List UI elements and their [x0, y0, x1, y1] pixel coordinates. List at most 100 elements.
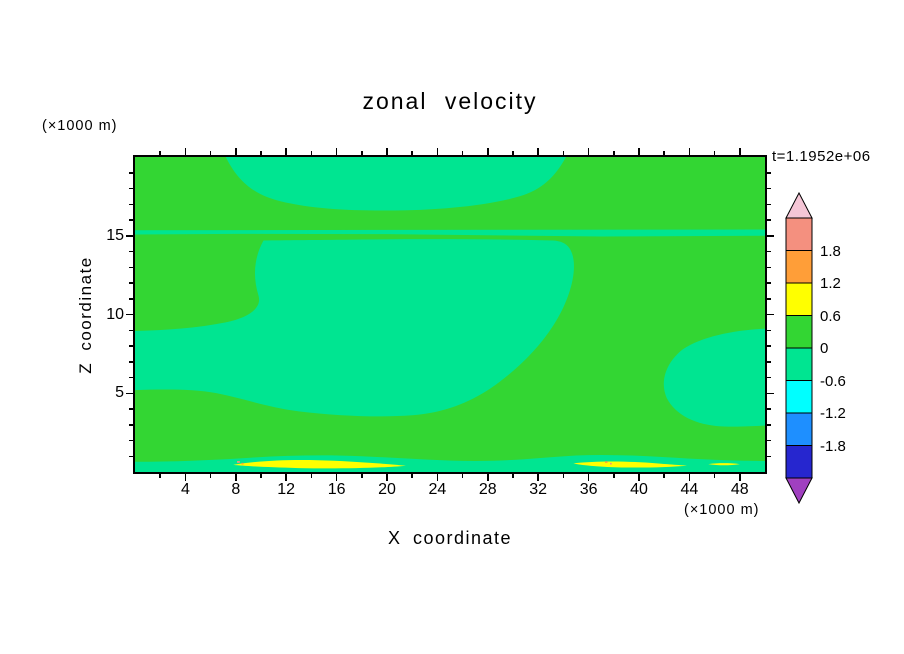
axis-tick: [767, 408, 771, 410]
axis-tick: [129, 439, 133, 442]
axis-tick: [688, 474, 691, 481]
y-axis-label-wrap: Z coordinate: [66, 157, 106, 472]
x-tick-label: 28: [478, 481, 497, 498]
axis-tick: [386, 148, 388, 155]
axis-tick: [184, 474, 187, 481]
axis-tick: [767, 172, 771, 174]
axis-tick: [129, 298, 133, 300]
colorbar-label: -1.2: [820, 405, 846, 422]
colorbar-label: 1.2: [820, 275, 841, 292]
x-tick-label: 24: [428, 481, 447, 498]
x-tick-label: 32: [529, 481, 548, 498]
axis-tick: [129, 361, 133, 363]
axis-tick: [386, 474, 388, 481]
axis-tick: [537, 474, 539, 481]
axis-tick: [129, 282, 133, 284]
x-axis-label: X coordinate: [387, 528, 513, 548]
axis-tick: [512, 474, 514, 478]
axis-tick: [129, 408, 133, 410]
axis-tick: [713, 474, 716, 478]
axis-tick: [260, 151, 262, 155]
axis-tick: [767, 424, 771, 426]
axis-tick: [739, 148, 741, 155]
axis-tick: [767, 298, 771, 300]
chart-title: zonal velocity: [362, 88, 538, 114]
axis-tick: [129, 345, 133, 347]
axis-tick: [129, 329, 133, 331]
x-tick-label: 12: [277, 481, 296, 498]
y-axis-label: Z coordinate: [76, 255, 95, 374]
axis-tick: [461, 151, 464, 155]
axis-tick: [587, 148, 590, 155]
contour-speck: [604, 461, 608, 463]
colorbar-band: [785, 282, 813, 316]
contour-speck: [610, 462, 612, 465]
axis-tick: [613, 151, 615, 155]
contour-region-thin-layer: [135, 229, 765, 237]
x-tick-label: 4: [180, 481, 190, 498]
axis-tick: [562, 474, 565, 478]
contour-region-yellow-streak-left: [233, 459, 406, 469]
axis-tick: [126, 313, 133, 316]
axis-tick: [129, 376, 133, 379]
axis-tick: [767, 455, 771, 457]
axis-tick: [562, 151, 565, 155]
axis-tick: [411, 151, 413, 155]
axis-tick: [209, 474, 212, 478]
axis-tick: [512, 151, 514, 155]
colorbar-band: [785, 380, 813, 414]
colorbar-band: [785, 217, 813, 251]
colorbar-label: 1.8: [820, 242, 841, 260]
x-tick-label: 40: [630, 481, 648, 498]
axis-tick: [436, 474, 439, 481]
colorbar-bottom-arrow: [785, 477, 813, 505]
axis-tick: [767, 266, 771, 268]
colorbar-label: -1.8: [820, 437, 846, 455]
colorbar-band: [785, 412, 813, 446]
axis-tick: [129, 266, 133, 268]
x-tick-label: 36: [579, 481, 598, 498]
x-tick-labels: 4 8 12 16 20 24 28 32 36 40 44 48: [0, 481, 904, 501]
colorbar-band: [785, 347, 813, 381]
colorbar-label: 0: [820, 340, 829, 357]
axis-tick: [361, 151, 363, 155]
x-tick-label: 44: [680, 481, 699, 498]
colorbar-top-arrow: [785, 191, 813, 219]
axis-tick: [767, 361, 771, 363]
axis-tick: [688, 148, 691, 155]
axis-tick: [739, 474, 741, 481]
axis-tick: [767, 282, 771, 284]
axis-tick: [129, 250, 133, 253]
x-tick-label: 20: [378, 481, 396, 498]
axis-tick: [767, 313, 774, 316]
axis-tick: [159, 151, 161, 155]
colorbar-label: 0.6: [820, 307, 841, 325]
axis-tick: [638, 148, 640, 155]
axis-tick: [411, 474, 413, 478]
x-tick-label: 48: [730, 481, 749, 498]
axis-tick: [129, 455, 133, 457]
axis-tick: [663, 151, 665, 155]
axis-tick: [129, 203, 133, 205]
axis-tick: [613, 474, 615, 478]
colorbar-label: -0.6: [820, 372, 846, 390]
time-annotation: t=1.1952e+06: [772, 148, 871, 165]
contour-region-central-blob: [135, 239, 574, 417]
axis-tick: [767, 187, 771, 190]
axis-tick: [310, 151, 313, 155]
colorbar-labels: 1.8 1.2 0.6 0 -0.6 -1.2 -1.8: [820, 0, 900, 654]
plot-area: [133, 155, 767, 474]
axis-tick: [767, 250, 771, 253]
axis-tick: [129, 187, 133, 190]
axis-tick: [285, 148, 287, 155]
axis-tick: [713, 151, 716, 155]
axis-tick: [487, 148, 489, 155]
contour-region-top-blob: [225, 157, 566, 211]
contour-region-yellow-wisp: [708, 463, 740, 466]
colorbar-band: [785, 250, 813, 284]
contour-region-yellow-streak-right: [573, 461, 687, 468]
axis-tick: [487, 474, 489, 481]
axis-tick: [235, 474, 237, 481]
y-axis-unit: (×1000 m): [42, 118, 118, 134]
axis-tick: [285, 474, 287, 481]
